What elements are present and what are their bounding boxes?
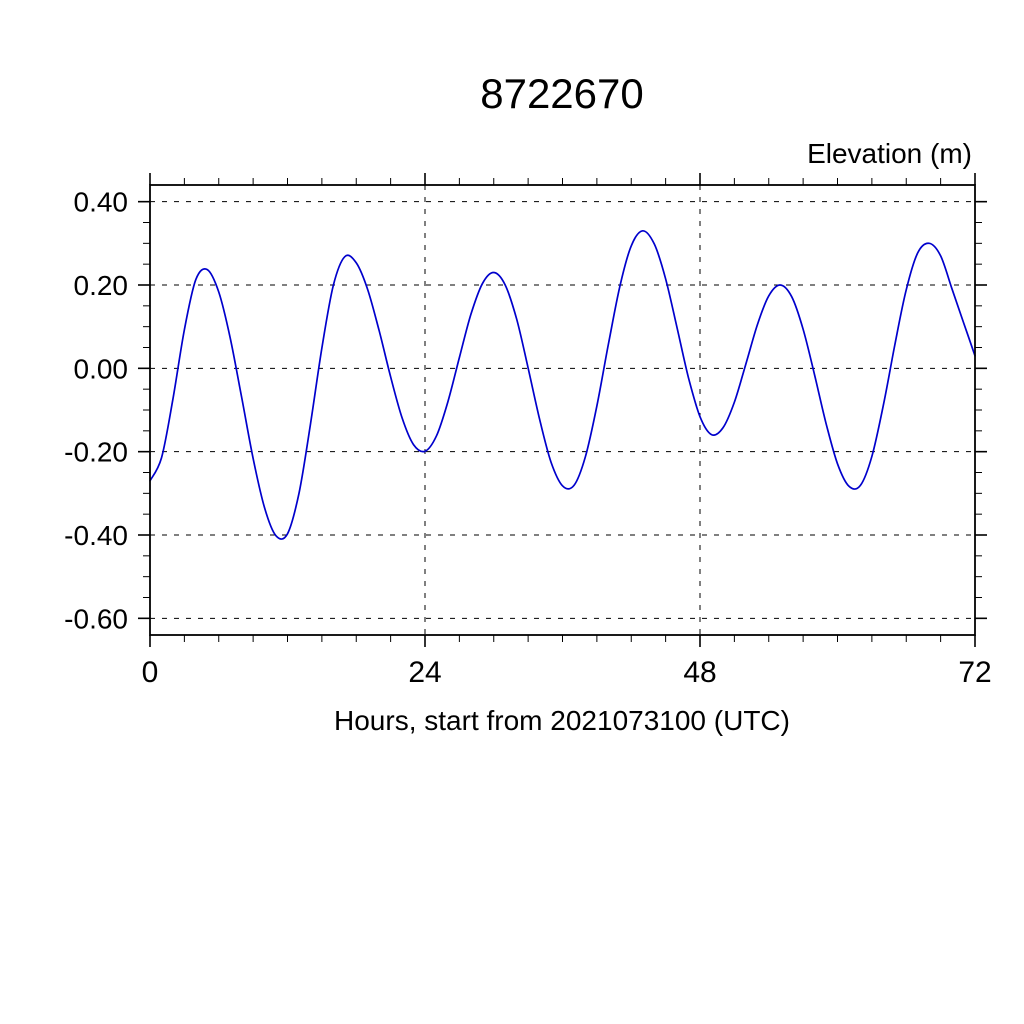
x-tick-label: 72 [958,656,991,689]
y-tick-label: -0.60 [64,603,128,634]
y-tick-label: 0.00 [74,353,129,384]
y-tick-label: 0.40 [74,187,129,218]
y-tick-label: -0.20 [64,437,128,468]
x-axis-label: Hours, start from 2021073100 (UTC) [334,705,790,736]
elevation-line [149,229,976,540]
axis-ticks [138,173,987,647]
axes-frame [149,184,976,636]
gridlines [150,185,975,635]
elevation-curve [149,229,976,540]
chart-title: 8722670 [480,70,644,117]
x-tick-label: 0 [142,656,159,689]
x-tick-label: 48 [683,656,716,689]
y-tick-label: 0.20 [74,270,129,301]
x-tick-label: 24 [408,656,441,689]
y-axis-label: Elevation (m) [807,138,972,169]
y-tick-label: -0.40 [64,520,128,551]
axis-tick-labels: 0 24 48 72 0.40 0.20 0.00 -0.20 -0.40 -0.60 [64,187,992,689]
